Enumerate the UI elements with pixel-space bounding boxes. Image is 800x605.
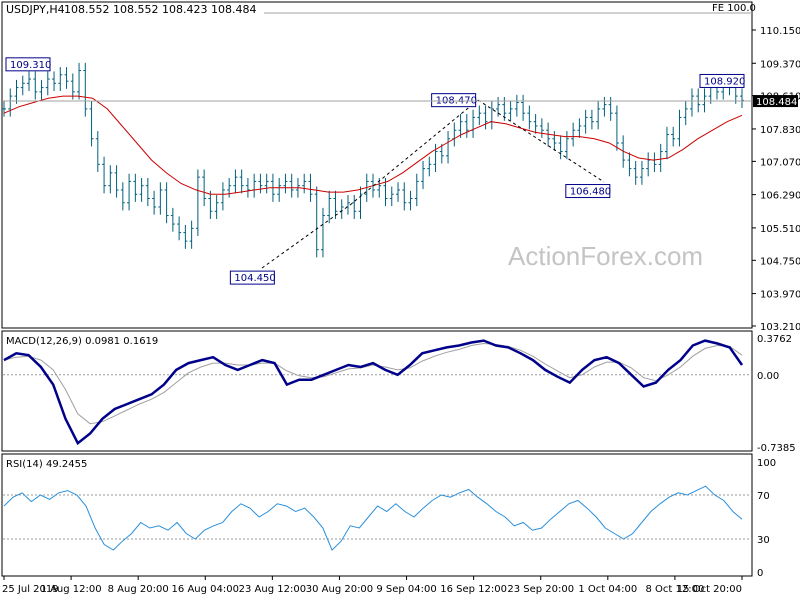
macd-panel[interactable] [1, 330, 753, 452]
price-annotation-box [229, 270, 275, 285]
price-annotation-label: 108.920 [704, 76, 745, 87]
rsi-line [3, 485, 743, 551]
price-tick-label: 106.290 [760, 191, 800, 202]
ohlc-readout: 108.552 108.552 108.423 108.484 [64, 3, 256, 16]
price-axis: 110.150109.370108.610107.830107.070106.2… [752, 26, 800, 333]
rsi-line [3, 485, 743, 551]
price-tick-label: 103.970 [760, 290, 800, 301]
price-candles [2, 62, 744, 258]
rsi-tick-label: 70 [757, 491, 770, 502]
macd-axis: 0.3762 0.00 -0.7385 [3, 334, 796, 454]
time-tick-label: 9 Sep 04:00 [376, 584, 436, 595]
current-price-marker: 108.484 [3, 95, 798, 108]
time-tick-label: 25 Jul 2019 [2, 584, 59, 595]
time-tick-label: 30 Aug 20:00 [306, 584, 373, 595]
price-annotation-box [431, 93, 477, 108]
price-annotation-box [5, 57, 51, 72]
rsi-panel[interactable] [1, 453, 753, 577]
time-tick-label: 8 Oct 12:00 [645, 584, 704, 595]
price-tick-label: 103.210 [760, 322, 800, 333]
price-tick-label: 110.150 [760, 26, 800, 37]
current-price-box [753, 95, 798, 108]
macd-line [3, 339, 744, 446]
rsi-tick-label: 100 [757, 458, 776, 469]
price-annotation-label: 106.480 [570, 187, 611, 198]
trend-line-3 [477, 99, 605, 183]
trend-lines [261, 99, 605, 269]
time-tick-label: 8 Aug 20:00 [108, 584, 169, 595]
price-annotation-box [699, 73, 745, 88]
time-tick-label: 23 Sep 20:00 [507, 584, 574, 595]
macd-title: MACD(12,26,9) 0.0981 0.1619 [6, 336, 158, 347]
rsi-axis: 100 70 30 0 [3, 458, 776, 579]
time-tick-label: 1 Oct 04:00 [578, 584, 637, 595]
macd-tick-label: 0.3762 [757, 334, 792, 345]
trend-line-1 [261, 204, 351, 269]
macd-signal-line [3, 342, 743, 425]
rsi-tick-label: 30 [757, 535, 770, 546]
price-tick-label: 107.070 [760, 157, 800, 168]
time-tick-label: 23 Aug 12:00 [239, 584, 306, 595]
time-tick-label: 16 Aug 04:00 [172, 584, 239, 595]
trend-line-2 [349, 99, 479, 206]
time-tick-label: 15 Oct 20:00 [677, 584, 742, 595]
price-annotation-label: 109.310 [10, 60, 51, 71]
time-tick-label: 1 Aug 12:00 [41, 584, 102, 595]
macd-lines [3, 339, 744, 446]
price-annotation-box [565, 184, 611, 199]
current-price-label: 108.484 [756, 97, 797, 108]
price-annotation-label: 104.450 [234, 273, 275, 284]
price-tick-label: 109.370 [760, 59, 800, 70]
macd-tick-label: 0.00 [757, 371, 779, 382]
price-tick-label: 104.750 [760, 256, 800, 267]
watermark: ActionForex.com [508, 241, 703, 271]
price-tick-label: 107.830 [760, 125, 800, 136]
rsi-title: RSI(14) 49.2455 [6, 459, 87, 470]
rsi-tick-label: 0 [757, 568, 763, 579]
symbol-label: USDJPY,H4 [6, 3, 65, 16]
fe-label: FE 100.0 [712, 3, 756, 14]
price-panel[interactable] [1, 1, 753, 329]
macd-tick-label: -0.7385 [757, 443, 796, 454]
price-tick-label: 105.510 [760, 224, 800, 235]
time-tick-label: 16 Sep 12:00 [440, 584, 507, 595]
